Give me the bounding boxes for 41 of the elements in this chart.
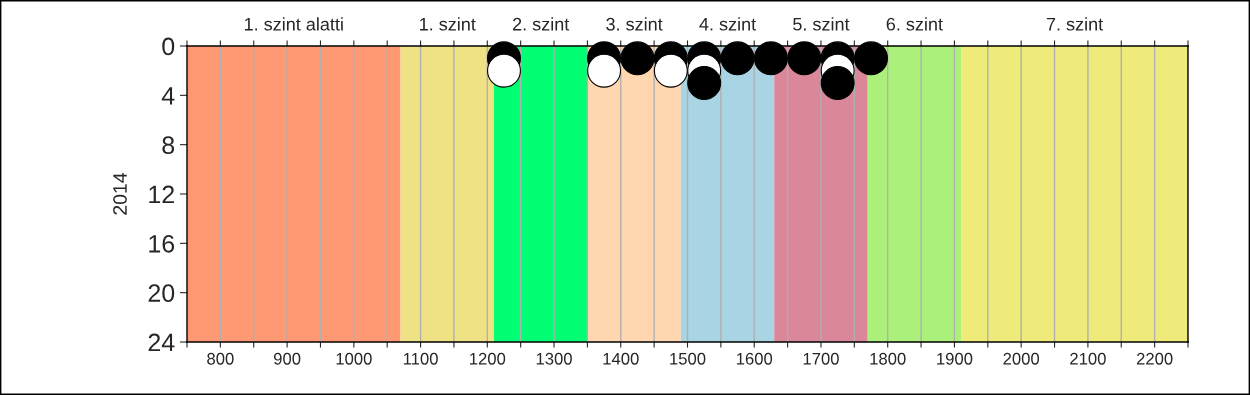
band-label: 6. szint [886,17,943,31]
point [587,53,622,88]
y-tick-label: 16 [149,234,175,253]
x-tick-label: 1000 [336,352,372,365]
point [720,41,755,76]
x-tick-label: 1500 [670,352,706,365]
x-tick-label: 1900 [937,352,973,365]
x-tick-label: 2200 [1136,352,1173,365]
x-tick-label: 1300 [536,352,572,365]
y-tick-label: 4 [161,87,175,105]
x-tick-label: 1800 [870,352,906,365]
band-label: 7. szint [1046,17,1104,31]
x-tick-label: 1700 [803,352,839,365]
y-tick-label: 24 [148,333,175,352]
x-tick-label: 800 [207,352,234,365]
band-label: 1. szint [420,17,476,31]
band-label: 1. szint alatti [244,17,343,31]
point [687,66,722,100]
point [620,41,655,76]
y-tick-label: 20 [148,284,175,302]
x-tick-label: 1100 [403,352,438,365]
y-tick-label: 8 [162,136,175,154]
point [820,66,855,100]
x-tick-label: 2000 [1003,352,1040,365]
x-tick-label: 900 [273,352,301,365]
point [753,41,788,76]
band-label: 2. szint [513,17,570,31]
point [854,41,889,76]
y-tick-label: 12 [149,185,174,204]
x-tick-label: 1400 [603,352,639,365]
point [787,41,822,76]
y-axis-title: 2014 [113,172,127,215]
x-tick-label: 1600 [736,352,773,365]
band-label: 4. szint [699,17,757,31]
band-label: 5. szint [793,17,850,31]
point [486,53,521,88]
band-label: 3. szint [606,17,663,31]
x-tick-label: 2100 [1070,352,1106,365]
y-tick-label: 0 [162,37,175,56]
point [653,53,688,88]
x-tick-label: 1200 [470,352,506,365]
